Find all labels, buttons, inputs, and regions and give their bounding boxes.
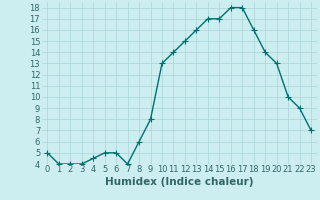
X-axis label: Humidex (Indice chaleur): Humidex (Indice chaleur) (105, 177, 253, 187)
